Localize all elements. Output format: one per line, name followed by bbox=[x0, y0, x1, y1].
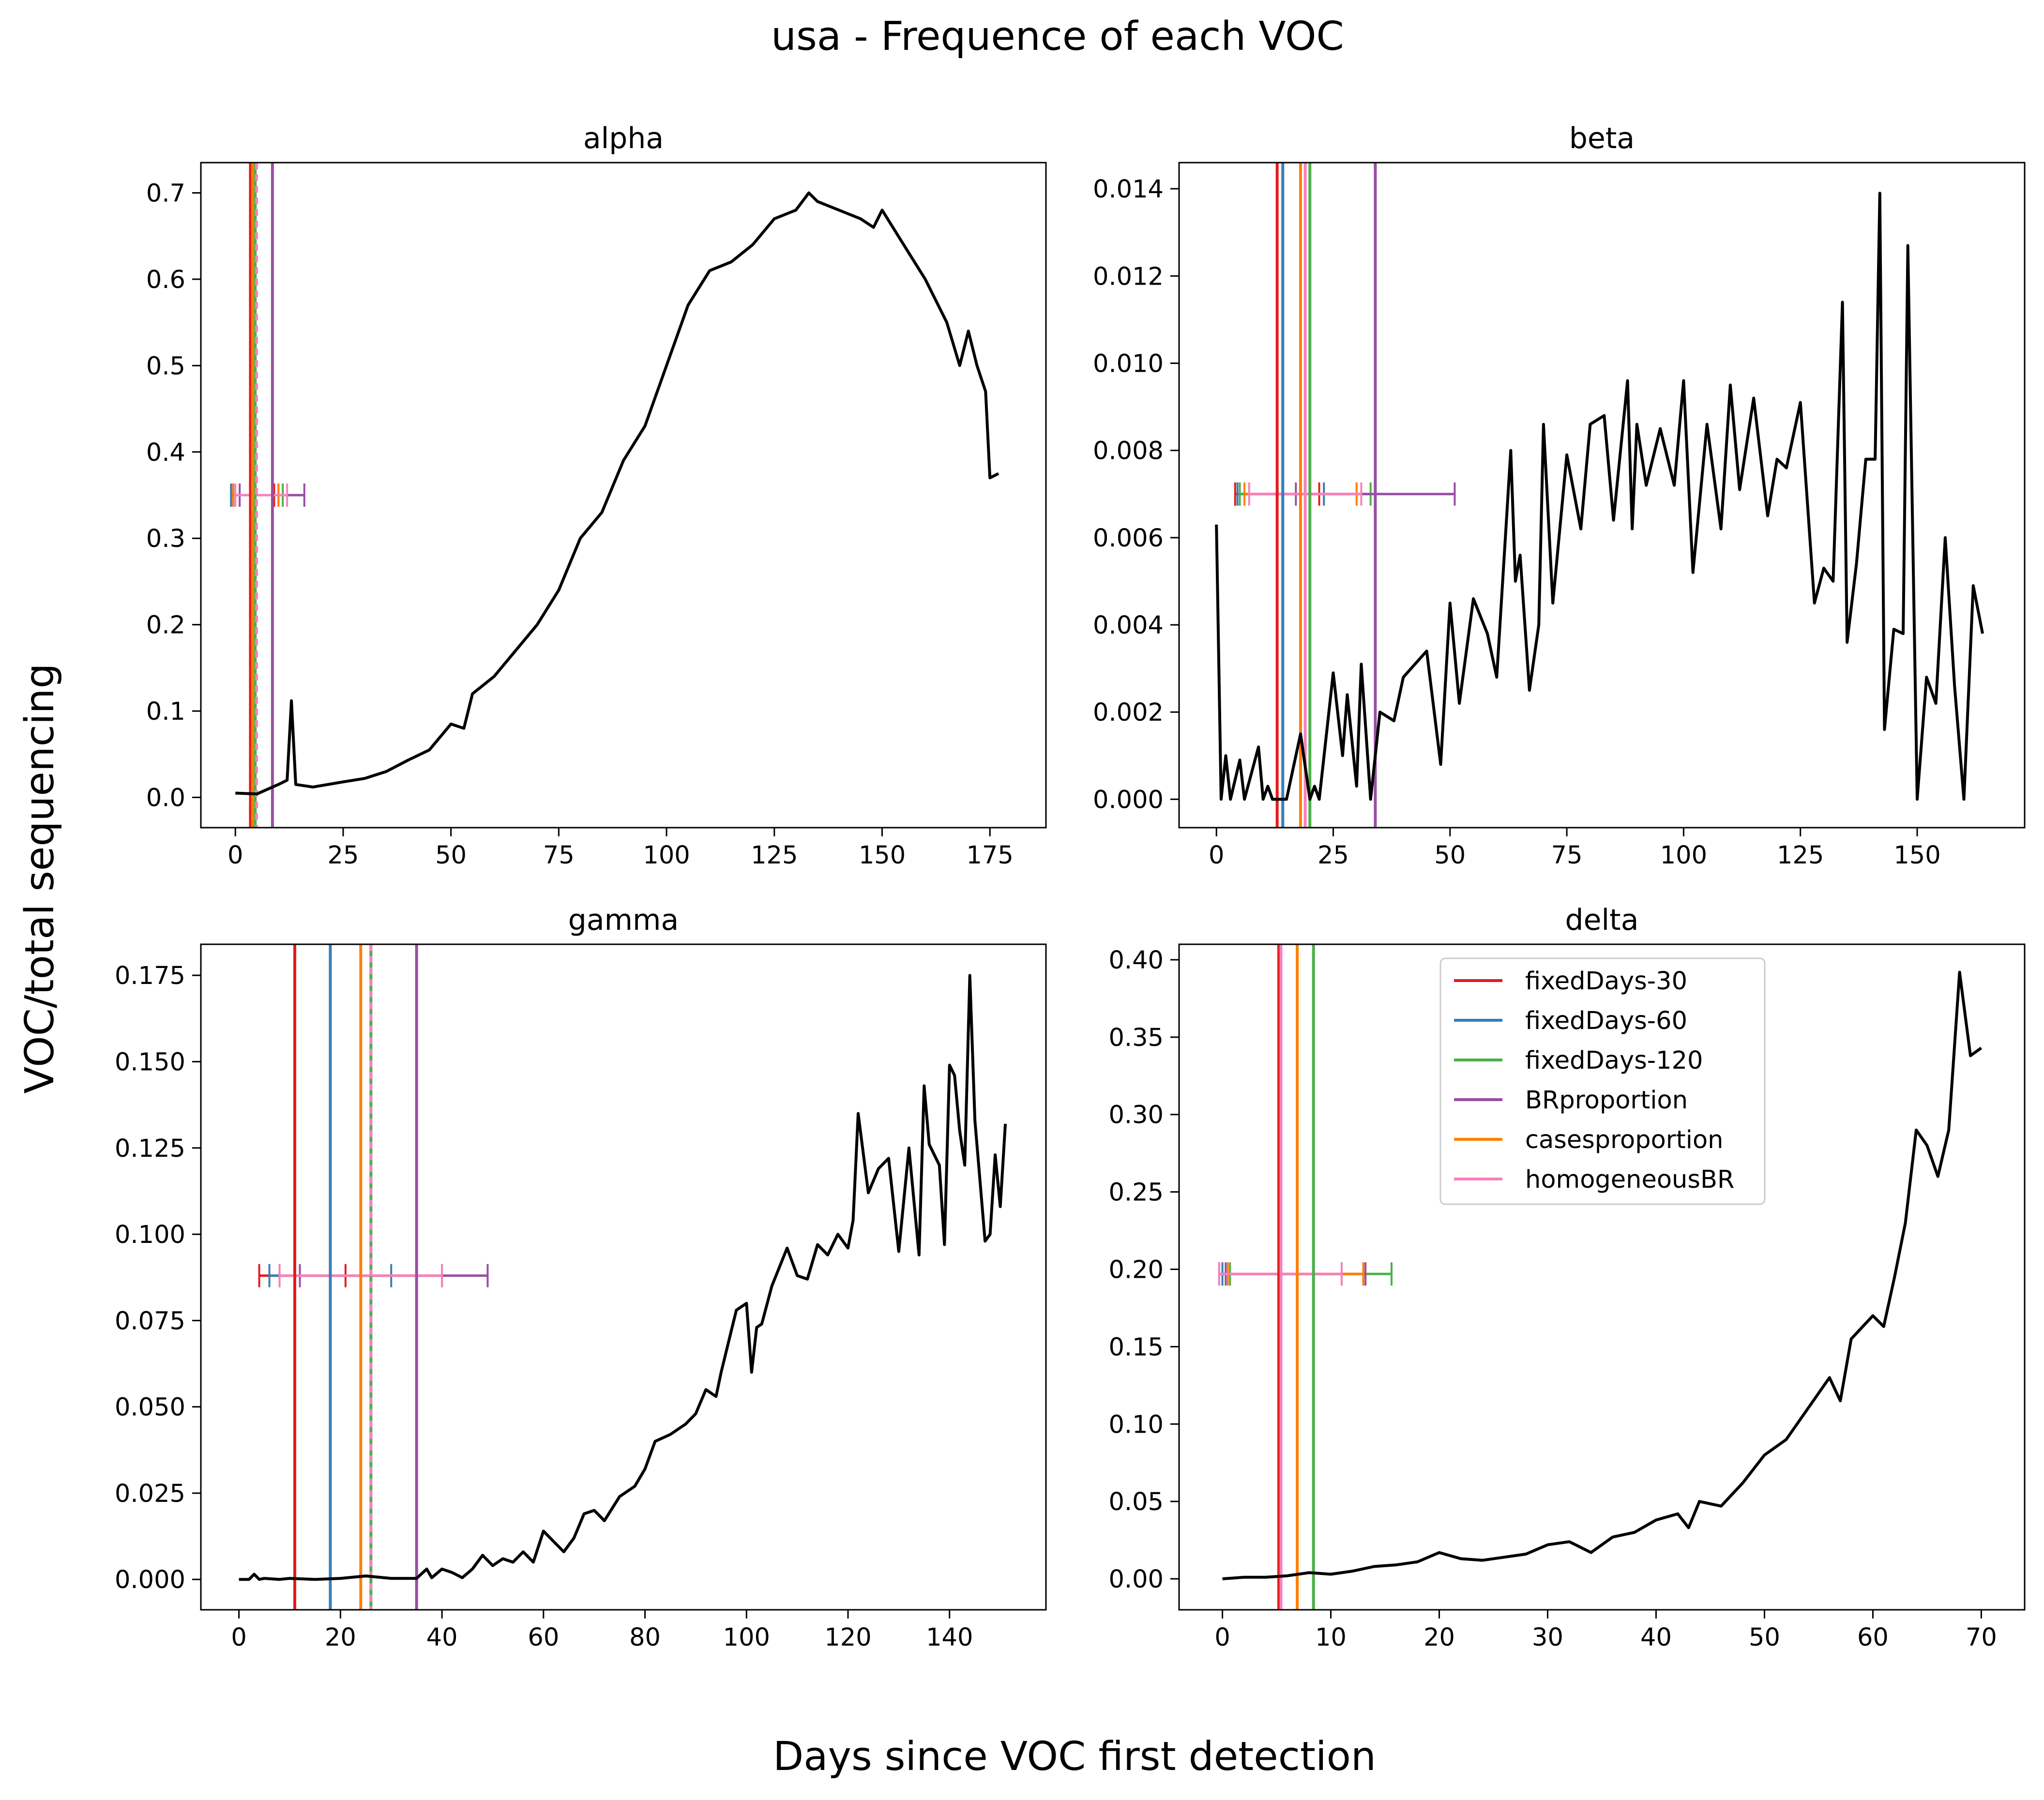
x-tick-label: 125 bbox=[751, 841, 798, 870]
plot-area bbox=[239, 944, 1007, 1610]
series-line bbox=[1222, 970, 1983, 1580]
x-tick-label: 30 bbox=[1532, 1623, 1563, 1652]
panel-title: alpha bbox=[583, 121, 664, 155]
axes-frame bbox=[200, 162, 1047, 829]
y-tick-label: 0.125 bbox=[115, 1134, 185, 1163]
series-line bbox=[1215, 192, 1984, 801]
figure-title: usa - Frequence of each VOC bbox=[771, 14, 1344, 60]
x-tick-label: 100 bbox=[1660, 841, 1707, 870]
y-tick-label: 0.1 bbox=[146, 697, 185, 726]
x-tick-label: 120 bbox=[824, 1623, 871, 1652]
y-tick-label: 0.40 bbox=[1108, 946, 1164, 975]
x-tick-label: 0 bbox=[227, 841, 243, 870]
x-tick-label: 0 bbox=[1209, 841, 1224, 870]
x-tick-label: 60 bbox=[1857, 1623, 1889, 1652]
panel-title: delta bbox=[1565, 903, 1639, 937]
y-tick-label: 0.150 bbox=[115, 1048, 185, 1076]
x-tick-label: 75 bbox=[543, 841, 575, 870]
legend-label: BRproportion bbox=[1525, 1086, 1688, 1115]
x-tick-label: 150 bbox=[859, 841, 906, 870]
y-tick-label: 0.25 bbox=[1108, 1179, 1164, 1207]
x-tick-label: 80 bbox=[629, 1623, 661, 1652]
x-tick-label: 0 bbox=[231, 1623, 246, 1652]
y-tick-label: 0.10 bbox=[1108, 1410, 1164, 1439]
panel-beta: beta 0 25 50 75 100 125 150 0.000 0.002 0.004 0.006… bbox=[1093, 121, 2026, 870]
figure-ylabel: VOC/total sequencing bbox=[17, 663, 63, 1093]
y-tick-label: 0.008 bbox=[1093, 437, 1164, 466]
axes-frame bbox=[1178, 943, 2026, 1611]
y-tick-label: 0.014 bbox=[1093, 175, 1164, 204]
y-tick-label: 0.025 bbox=[115, 1480, 185, 1508]
x-tick-label: 150 bbox=[1893, 841, 1940, 870]
x-tick-label: 0 bbox=[1214, 1623, 1230, 1652]
x-tick-label: 40 bbox=[426, 1623, 458, 1652]
x-tick-label: 100 bbox=[643, 841, 690, 870]
x-tick-label: 20 bbox=[1423, 1623, 1455, 1652]
y-tick-label: 0.0 bbox=[146, 784, 185, 813]
panel-title: beta bbox=[1569, 121, 1635, 155]
y-tick-label: 0.05 bbox=[1108, 1488, 1164, 1516]
x-tick-label: 40 bbox=[1640, 1623, 1672, 1652]
x-tick-label: 10 bbox=[1315, 1623, 1347, 1652]
panel-title: gamma bbox=[568, 903, 679, 937]
y-tick-label: 0.004 bbox=[1093, 611, 1164, 640]
x-tick-label: 25 bbox=[328, 841, 359, 870]
y-tick-label: 0.6 bbox=[146, 266, 185, 294]
x-tick-label: 50 bbox=[1749, 1623, 1780, 1652]
y-tick-label: 0.050 bbox=[115, 1393, 185, 1422]
x-tick-label: 25 bbox=[1317, 841, 1349, 870]
y-tick-label: 0.000 bbox=[115, 1566, 185, 1594]
y-tick-label: 0.20 bbox=[1108, 1256, 1164, 1285]
y-tick-label: 0.010 bbox=[1093, 349, 1164, 378]
legend-label: homogeneousBR bbox=[1525, 1165, 1734, 1194]
legend-label: fixedDays-30 bbox=[1525, 967, 1687, 996]
x-tick-label: 50 bbox=[1434, 841, 1466, 870]
y-tick-label: 0.2 bbox=[146, 611, 185, 640]
x-tick-label: 175 bbox=[967, 841, 1014, 870]
legend: fixedDays-30 fixedDays-60 fixedDays-120 BRp… bbox=[1439, 957, 1766, 1205]
panel-gamma: gamma 0 20 40 60 80 100 120 140 0.000 0.025 0.050 0.… bbox=[115, 903, 1047, 1652]
y-tick-label: 0.175 bbox=[115, 962, 185, 990]
legend-label: casesproportion bbox=[1525, 1126, 1723, 1154]
series-line bbox=[235, 191, 999, 796]
y-tick-label: 0.100 bbox=[115, 1221, 185, 1249]
y-tick-label: 0.006 bbox=[1093, 524, 1164, 553]
y-tick-label: 0.012 bbox=[1093, 262, 1164, 291]
plot-area bbox=[1218, 944, 1983, 1610]
figure-xlabel: Days since VOC first detection bbox=[773, 1734, 1376, 1780]
x-tick-label: 70 bbox=[1966, 1623, 1997, 1652]
plot-area bbox=[230, 163, 999, 828]
y-tick-label: 0.002 bbox=[1093, 698, 1164, 727]
x-tick-label: 60 bbox=[528, 1623, 559, 1652]
x-tick-label: 140 bbox=[926, 1623, 973, 1652]
y-tick-label: 0.3 bbox=[146, 525, 185, 553]
panel-alpha: alpha 0 25 50 75 100 125 150 175 0.0 0.1 0.2 0.3 0.4 0… bbox=[146, 121, 1047, 870]
y-tick-label: 0.7 bbox=[146, 179, 185, 208]
y-tick-label: 0.00 bbox=[1108, 1565, 1164, 1594]
x-tick-label: 100 bbox=[723, 1623, 770, 1652]
x-tick-label: 50 bbox=[435, 841, 467, 870]
y-tick-label: 0.075 bbox=[115, 1307, 185, 1335]
axes-frame bbox=[1178, 162, 2026, 829]
plot-area bbox=[1215, 163, 1984, 828]
y-tick-label: 0.15 bbox=[1108, 1333, 1164, 1361]
y-tick-label: 0.35 bbox=[1108, 1024, 1164, 1052]
y-tick-label: 0.4 bbox=[146, 439, 185, 467]
x-tick-label: 125 bbox=[1777, 841, 1824, 870]
axes-frame bbox=[200, 943, 1047, 1611]
legend-box bbox=[1439, 957, 1766, 1205]
panel-delta: delta 0 10 20 30 40 50 60 70 0.00 0.05 0.10 0.15 0.20… bbox=[1108, 903, 2026, 1652]
series-line bbox=[239, 974, 1007, 1581]
y-tick-label: 0.30 bbox=[1108, 1101, 1164, 1130]
x-tick-label: 20 bbox=[325, 1623, 356, 1652]
y-tick-label: 0.5 bbox=[146, 352, 185, 380]
x-tick-label: 75 bbox=[1551, 841, 1583, 870]
y-tick-label: 0.000 bbox=[1093, 786, 1164, 814]
legend-label: fixedDays-60 bbox=[1525, 1007, 1687, 1035]
legend-label: fixedDays-120 bbox=[1525, 1046, 1703, 1075]
